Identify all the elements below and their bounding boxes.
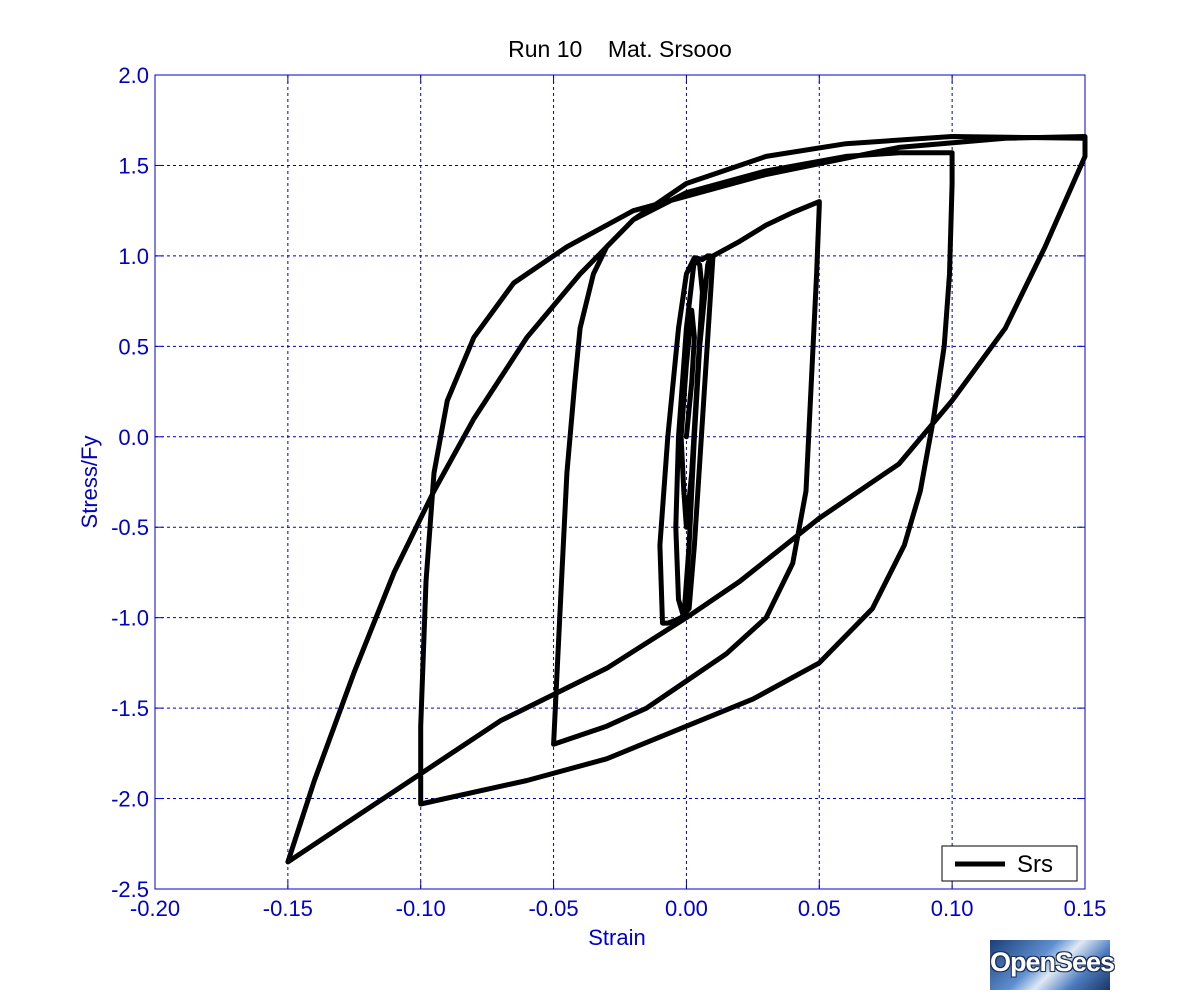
y-tick-label: 1.5 — [118, 153, 149, 178]
logo-text: OpenSees — [990, 947, 1115, 977]
y-tick-label: -1.5 — [111, 696, 149, 721]
y-axis-label: Stress/Fy — [77, 436, 102, 529]
x-tick-label: 0.10 — [931, 896, 974, 921]
opensees-logo: OpenSees — [990, 940, 1115, 990]
y-tick-label: -2.5 — [111, 877, 149, 902]
x-tick-label: -0.10 — [396, 896, 446, 921]
chart-title: Run 10 Mat. Srsooo — [508, 36, 732, 62]
legend-label-srs: Srs — [1017, 851, 1053, 878]
x-tick-label: -0.15 — [263, 896, 313, 921]
y-tick-label: 2.0 — [118, 63, 149, 88]
y-tick-label: -2.0 — [111, 787, 149, 812]
x-tick-label: 0.00 — [665, 896, 708, 921]
x-tick-label: -0.20 — [130, 896, 180, 921]
plot-area-frame — [154, 74, 1086, 890]
y-tick-label: 1.0 — [118, 244, 149, 269]
y-axis-ticks: -2.5 -2.0 -1.5 -1.0 -0.5 0.0 0.5 1.0 1.5 2.0 — [111, 63, 1085, 902]
x-axis-ticks: -0.20 -0.15 -0.10 -0.05 0.00 0.05 0.10 0.15 — [130, 75, 1106, 921]
x-axis-label: Strain — [588, 925, 645, 950]
grid-lines — [155, 75, 1085, 889]
y-tick-label: 0.0 — [118, 425, 149, 450]
data-series — [285, 134, 1088, 865]
y-tick-label: -1.0 — [111, 606, 149, 631]
legend: Srs — [941, 845, 1078, 882]
y-tick-label: -0.5 — [111, 515, 149, 540]
y-tick-label: 0.5 — [118, 334, 149, 359]
series-line-srs — [285, 134, 1088, 865]
x-tick-label: 0.15 — [1064, 896, 1107, 921]
x-tick-label: 0.05 — [798, 896, 841, 921]
x-tick-label: -0.05 — [528, 896, 578, 921]
